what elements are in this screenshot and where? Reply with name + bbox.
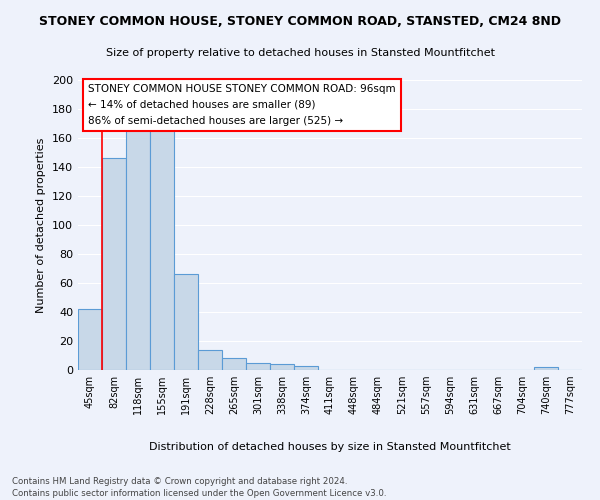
Bar [78,309,102,370]
Bar [198,350,222,370]
Bar [534,367,558,370]
Bar [150,130,174,370]
Text: Contains public sector information licensed under the Open Government Licence v3: Contains public sector information licen… [12,489,386,498]
Text: Distribution of detached houses by size in Stansted Mountfitchet: Distribution of detached houses by size … [149,442,511,452]
Text: Contains HM Land Registry data © Crown copyright and database right 2024.: Contains HM Land Registry data © Crown c… [12,478,347,486]
Text: Size of property relative to detached houses in Stansted Mountfitchet: Size of property relative to detached ho… [106,48,494,58]
Bar [126,130,150,370]
Bar [294,366,318,370]
Y-axis label: Number of detached properties: Number of detached properties [37,138,46,312]
Text: STONEY COMMON HOUSE STONEY COMMON ROAD: 96sqm
← 14% of detached houses are small: STONEY COMMON HOUSE STONEY COMMON ROAD: … [88,84,396,126]
Bar [102,158,126,370]
Bar [222,358,246,370]
Bar [246,363,270,370]
Text: STONEY COMMON HOUSE, STONEY COMMON ROAD, STANSTED, CM24 8ND: STONEY COMMON HOUSE, STONEY COMMON ROAD,… [39,15,561,28]
Bar [174,274,198,370]
Bar [270,364,294,370]
